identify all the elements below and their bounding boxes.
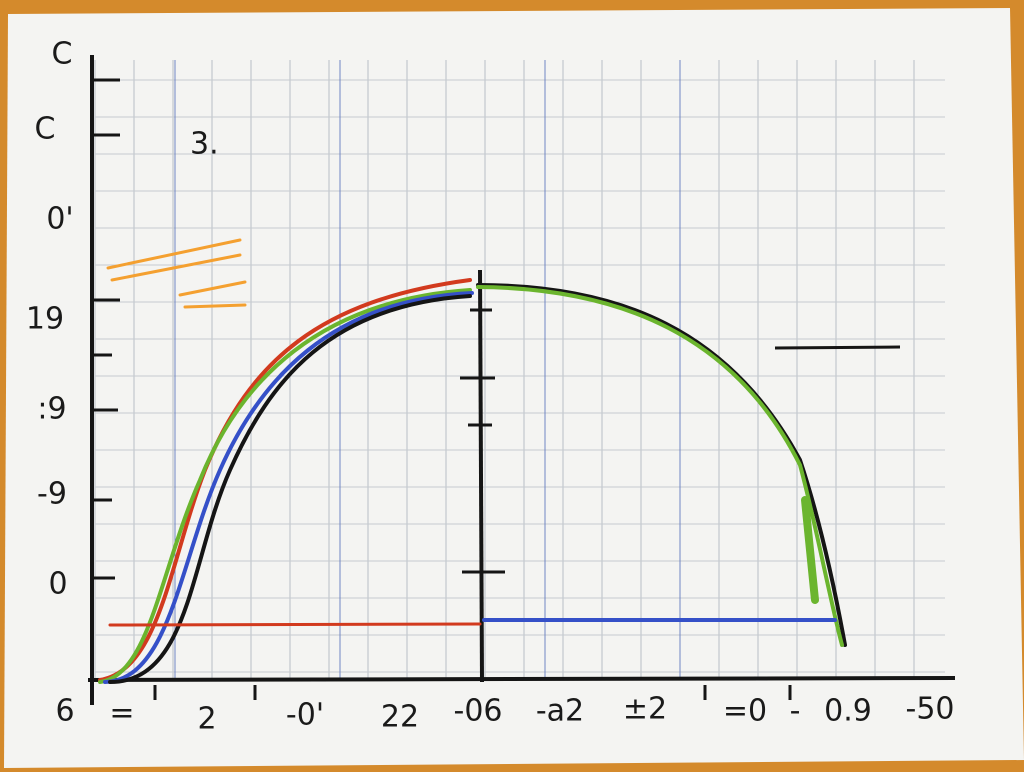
y-label: 19 bbox=[26, 302, 64, 337]
y-label: 0' bbox=[46, 202, 73, 237]
x-label: 0.9 bbox=[824, 694, 872, 729]
y-label: C bbox=[35, 112, 56, 147]
ticks bbox=[92, 78, 792, 700]
x-label: - bbox=[790, 694, 801, 729]
x-label: 2 bbox=[197, 702, 216, 737]
x-label: -50 bbox=[906, 692, 955, 727]
y-label: 6 bbox=[55, 694, 74, 729]
x-label: 22 bbox=[381, 700, 419, 735]
axes bbox=[87, 55, 956, 705]
paper bbox=[4, 8, 1024, 768]
curves bbox=[98, 238, 847, 684]
x-labels: = 2 -0' 22 -06 -a2 ±2 =0-0.9 -50 bbox=[109, 692, 954, 737]
grid bbox=[94, 60, 945, 680]
y-labels: C C 0' 19 :9 -9 0 6 bbox=[26, 37, 75, 729]
x-label: -0' bbox=[286, 698, 324, 733]
y-label: 0 bbox=[48, 567, 67, 602]
annotation: 3. bbox=[190, 127, 219, 162]
x-label: -06 bbox=[454, 694, 503, 729]
x-label: -a2 bbox=[536, 694, 584, 729]
y-label: -9 bbox=[37, 477, 67, 512]
x-label: = bbox=[109, 696, 134, 731]
y-label: C bbox=[52, 37, 73, 72]
y-label: :9 bbox=[37, 392, 66, 427]
x-label: =0 bbox=[723, 694, 767, 729]
x-label: ±2 bbox=[623, 692, 667, 727]
